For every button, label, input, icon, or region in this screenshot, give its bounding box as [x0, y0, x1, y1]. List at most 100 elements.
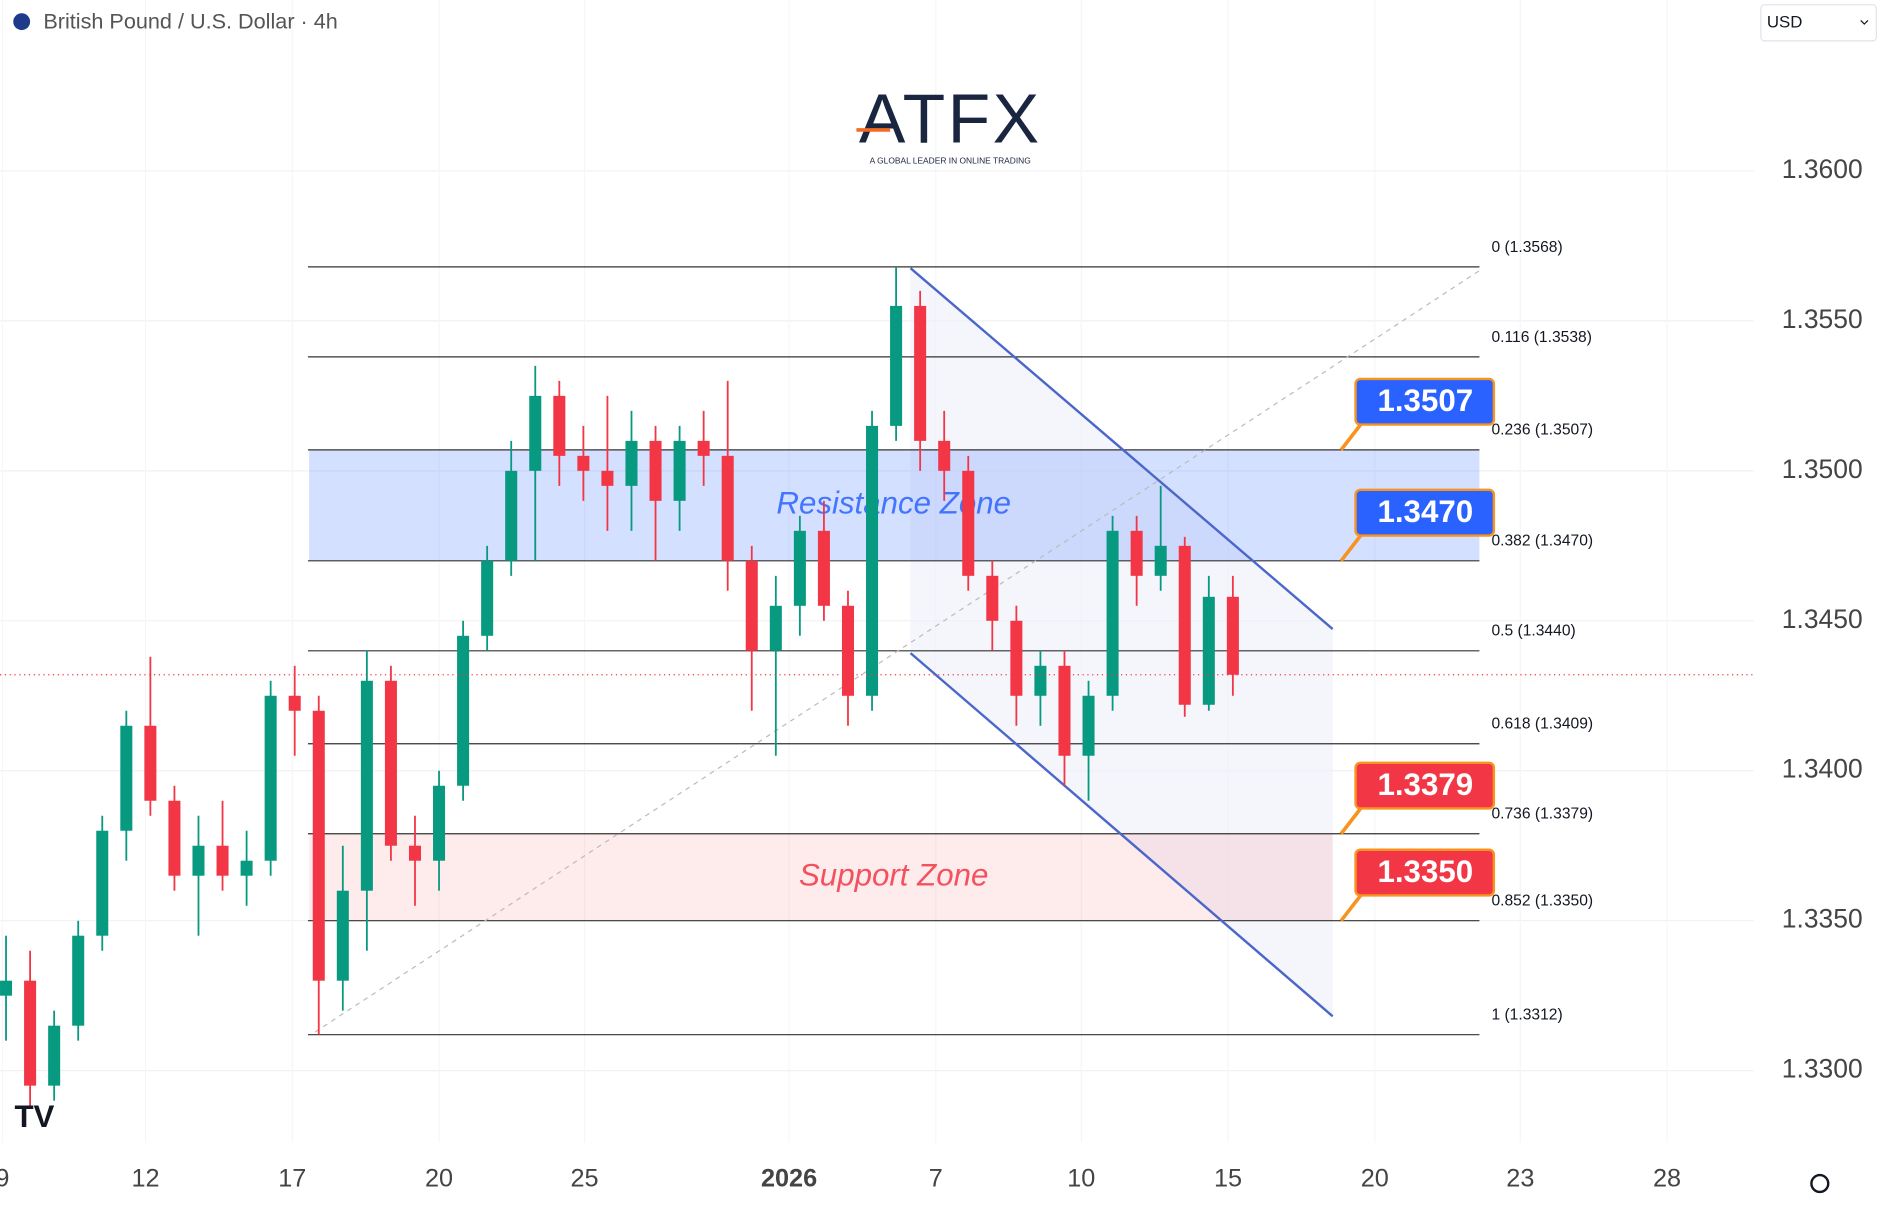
settings-icon[interactable]: [1810, 1173, 1830, 1194]
x-tick-label: 15: [1214, 1165, 1242, 1193]
y-tick-label: 1.3400: [1782, 754, 1863, 784]
candle-body: [1010, 620, 1023, 696]
candle-body: [216, 845, 229, 876]
x-tick-label: 28: [1653, 1165, 1681, 1193]
candle-body: [649, 440, 662, 501]
candle-body: [601, 470, 614, 486]
candle-body: [72, 935, 85, 1026]
x-tick-label: 7: [929, 1165, 943, 1193]
candle-body: [24, 980, 37, 1086]
callout-label: 1.3507: [1377, 383, 1473, 418]
candle-body: [336, 890, 349, 981]
candle-body: [841, 605, 854, 696]
candle-body: [986, 575, 999, 621]
zone-label: Resistance Zone: [776, 486, 1011, 521]
candle-body: [168, 800, 181, 876]
callout-pointer: [1339, 893, 1363, 922]
zone-label: Support Zone: [799, 857, 988, 892]
x-tick-label: 12: [132, 1165, 160, 1193]
candle-body: [1082, 695, 1095, 756]
y-tick-label: 1.3600: [1782, 154, 1863, 184]
candle-body: [1202, 596, 1215, 705]
channel-fill: [910, 268, 1333, 1017]
candle-body: [288, 695, 301, 711]
fib-label: 0.736 (1.3379): [1491, 806, 1593, 823]
candle-body: [457, 635, 470, 786]
candle-body: [577, 455, 590, 471]
zones: Resistance Zone Support Zone: [309, 449, 1480, 921]
fib-label: 0.852 (1.3350): [1491, 893, 1593, 910]
x-tick-label: 17: [278, 1165, 306, 1193]
x-tick-label: 10: [1067, 1165, 1095, 1193]
candle-body: [793, 530, 806, 606]
candle-body: [1226, 596, 1239, 675]
candle-body: [553, 395, 566, 456]
callout-pointer: [1339, 533, 1363, 562]
symbol-title: British Pound / U.S. Dollar · 4h: [43, 9, 337, 34]
candle-body: [1178, 545, 1191, 705]
y-tick-label: 1.3300: [1782, 1054, 1863, 1084]
fib-label: 0.618 (1.3409): [1491, 716, 1593, 733]
x-tick-label: 20: [1361, 1165, 1389, 1193]
callouts: 1.3507 1.3470 1.3379 1.3350: [1339, 377, 1496, 922]
axes: 1.3300 1.3350 1.3400 1.3450 1.3500 1.3550 1.36…: [0, 154, 1863, 1193]
currency-select[interactable]: [1760, 4, 1877, 42]
candle-body: [360, 680, 373, 891]
candle-body: [1106, 530, 1119, 696]
candle-body: [144, 725, 157, 801]
candle-body: [433, 785, 446, 861]
fib-levels: 0 (1.3568) 0.116 (1.3538) 0.236 (1.3507) 0.…: [307, 239, 1593, 1036]
candle-body: [312, 710, 325, 981]
fib-label: 0.5 (1.3440): [1491, 623, 1575, 640]
candle-body: [240, 860, 253, 876]
candle-body: [1130, 530, 1143, 576]
flag-icon: [13, 13, 31, 31]
candle-body: [1034, 665, 1047, 696]
dropdown-arrow: [1860, 20, 1869, 25]
candle-body: [0, 980, 13, 996]
zone: [309, 833, 1333, 921]
callout-pointer: [1339, 806, 1363, 835]
callout-pointer: [1339, 422, 1363, 451]
callout-box: [1354, 488, 1496, 537]
y-tick-label: 1.3500: [1782, 454, 1863, 484]
fib-label: 1 (1.3312): [1491, 1007, 1562, 1024]
callout-label: 1.3379: [1377, 767, 1473, 802]
candle-body: [914, 305, 927, 441]
fib-label: 0.382 (1.3470): [1491, 533, 1593, 550]
brand-tagline: A GLOBAL LEADER IN ONLINE TRADING: [870, 155, 1031, 165]
callout-label: 1.3350: [1377, 854, 1473, 889]
callout-box: [1354, 848, 1496, 897]
candle-body: [408, 845, 421, 861]
candle-body: [264, 695, 277, 861]
fib-trend-line: [314, 270, 1480, 1033]
candle-body: [866, 425, 879, 696]
candle-body: [745, 560, 758, 651]
callout-box: [1354, 761, 1496, 810]
candle-body: [1058, 665, 1071, 756]
candle-body: [962, 470, 975, 576]
fib-label: 0.236 (1.3507): [1491, 422, 1593, 439]
candle-body: [120, 725, 133, 831]
x-tick-label: 2026: [761, 1165, 817, 1193]
callout-label: 1.3470: [1377, 494, 1473, 529]
currency-label: USD: [1767, 12, 1803, 31]
fib-label: 0.116 (1.3538): [1491, 329, 1591, 346]
callout-box: [1354, 377, 1496, 426]
candle-body: [673, 440, 686, 501]
candle-body: [529, 395, 542, 471]
candle-body: [48, 1025, 61, 1086]
candle-body: [96, 830, 109, 936]
candle-body: [1154, 545, 1167, 576]
candle-body: [505, 470, 518, 561]
x-tick-label: 9: [0, 1165, 9, 1193]
y-tick-label: 1.3450: [1782, 604, 1863, 634]
candle-body: [384, 680, 397, 846]
fib-label: 0 (1.3568): [1491, 239, 1562, 256]
zone: [309, 449, 1480, 561]
candles: [0, 266, 1754, 1107]
candle-body: [697, 440, 710, 456]
candle-body: [890, 305, 903, 426]
channel-lower: [909, 652, 1334, 1018]
